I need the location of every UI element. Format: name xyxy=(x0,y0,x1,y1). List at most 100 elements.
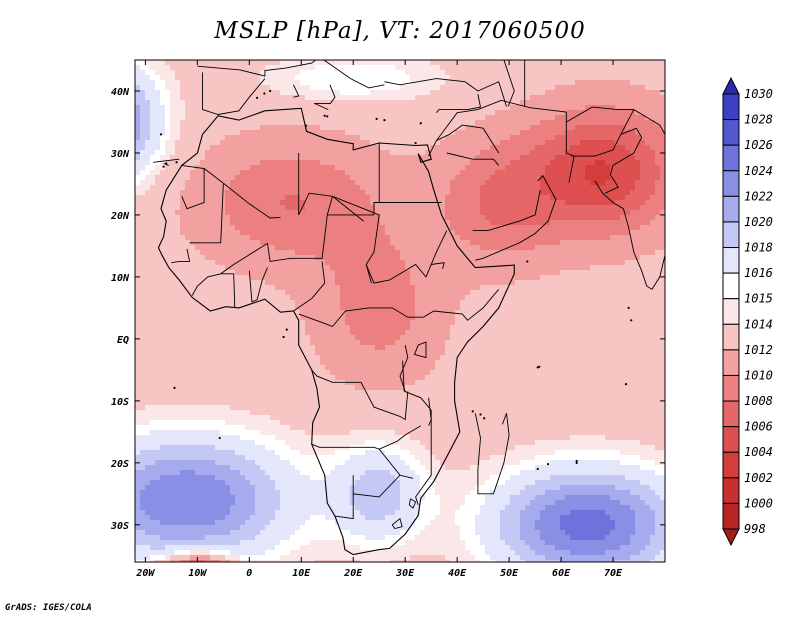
field-cell xyxy=(275,65,281,71)
field-cell xyxy=(300,215,306,221)
field-cell xyxy=(385,280,391,286)
field-cell xyxy=(605,180,611,186)
field-cell xyxy=(235,95,241,101)
field-cell xyxy=(580,75,586,81)
field-cell xyxy=(600,135,606,141)
field-cell xyxy=(175,265,181,271)
field-cell xyxy=(310,135,316,141)
field-cell xyxy=(445,105,451,111)
field-cell xyxy=(215,100,221,106)
field-cell xyxy=(595,285,601,291)
field-cell xyxy=(500,190,506,196)
field-cell xyxy=(430,75,436,81)
field-cell xyxy=(645,285,651,291)
field-cell xyxy=(335,150,341,156)
field-cell xyxy=(265,185,271,191)
field-cell xyxy=(420,285,426,291)
field-cell xyxy=(530,120,536,126)
field-cell xyxy=(295,185,301,191)
field-cell xyxy=(480,150,486,156)
field-cell xyxy=(150,75,156,81)
field-cell xyxy=(150,190,156,196)
field-cell xyxy=(440,100,446,106)
field-cell xyxy=(280,120,286,126)
field-cell xyxy=(280,290,286,296)
field-cell xyxy=(215,70,221,76)
field-cell xyxy=(275,140,281,146)
field-cell xyxy=(275,60,281,66)
field-cell xyxy=(545,130,551,136)
field-cell xyxy=(590,220,596,226)
field-cell xyxy=(445,115,451,121)
field-cell xyxy=(275,155,281,161)
field-cell xyxy=(365,240,371,246)
field-cell xyxy=(390,105,396,111)
field-cell xyxy=(215,215,221,221)
field-cell xyxy=(480,60,486,66)
field-cell xyxy=(605,230,611,236)
field-cell xyxy=(335,125,341,131)
field-cell xyxy=(380,90,386,96)
field-cell xyxy=(320,80,326,86)
field-cell xyxy=(500,90,506,96)
field-cell xyxy=(165,205,171,211)
field-cell xyxy=(440,245,446,251)
field-cell xyxy=(295,120,301,126)
field-cell xyxy=(430,225,436,231)
field-cell xyxy=(440,290,446,296)
field-cell xyxy=(375,160,381,166)
field-cell xyxy=(415,155,421,161)
field-cell xyxy=(275,110,281,116)
field-cell xyxy=(480,235,486,241)
field-cell xyxy=(650,135,656,141)
field-cell xyxy=(250,120,256,126)
field-cell xyxy=(470,215,476,221)
field-cell xyxy=(420,125,426,131)
field-cell xyxy=(560,245,566,251)
field-cell xyxy=(600,285,606,291)
field-cell xyxy=(590,180,596,186)
field-cell xyxy=(350,260,356,266)
field-cell xyxy=(290,240,296,246)
field-cell xyxy=(625,245,631,251)
field-cell xyxy=(530,190,536,196)
field-cell xyxy=(285,215,291,221)
field-cell xyxy=(300,155,306,161)
field-cell xyxy=(495,245,501,251)
field-cell xyxy=(370,260,376,266)
field-cell xyxy=(635,85,641,91)
field-cell xyxy=(600,210,606,216)
field-cell xyxy=(505,95,511,101)
field-cell xyxy=(640,285,646,291)
field-cell xyxy=(320,195,326,201)
field-cell xyxy=(480,120,486,126)
field-cell xyxy=(350,90,356,96)
field-cell xyxy=(140,285,146,291)
field-cell xyxy=(590,250,596,256)
field-cell xyxy=(565,155,571,161)
field-cell xyxy=(440,110,446,116)
field-cell xyxy=(585,275,591,281)
field-cell xyxy=(605,215,611,221)
field-cell xyxy=(415,185,421,191)
field-cell xyxy=(470,60,476,66)
field-cell xyxy=(355,60,361,66)
field-cell xyxy=(150,255,156,261)
field-cell xyxy=(565,250,571,256)
field-cell xyxy=(400,275,406,281)
field-cell xyxy=(205,135,211,141)
field-cell xyxy=(430,80,436,86)
field-cell xyxy=(180,185,186,191)
field-cell xyxy=(330,250,336,256)
field-cell xyxy=(300,255,306,261)
field-cell xyxy=(200,205,206,211)
field-cell xyxy=(450,185,456,191)
field-cell xyxy=(375,125,381,131)
field-cell xyxy=(650,200,656,206)
field-cell xyxy=(145,265,151,271)
field-cell xyxy=(585,190,591,196)
field-cell xyxy=(385,65,391,71)
field-cell xyxy=(585,205,591,211)
field-cell xyxy=(280,235,286,241)
field-cell xyxy=(350,155,356,161)
